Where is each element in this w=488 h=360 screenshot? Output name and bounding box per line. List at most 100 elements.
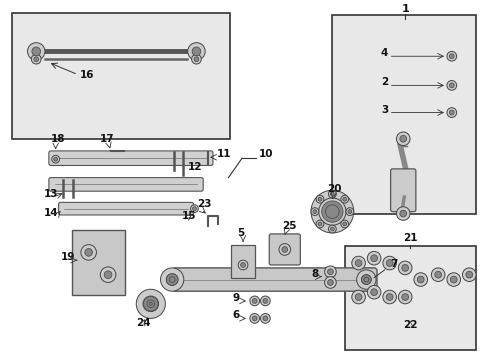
Text: 18: 18 bbox=[51, 134, 65, 144]
Circle shape bbox=[315, 220, 323, 228]
Circle shape bbox=[330, 227, 334, 231]
Circle shape bbox=[361, 275, 370, 284]
Text: 19: 19 bbox=[61, 252, 75, 262]
Text: 7: 7 bbox=[390, 259, 397, 269]
Circle shape bbox=[354, 260, 361, 266]
Circle shape bbox=[52, 155, 60, 163]
Circle shape bbox=[34, 57, 39, 62]
Circle shape bbox=[382, 290, 396, 304]
Circle shape bbox=[399, 135, 406, 142]
Circle shape bbox=[398, 290, 411, 304]
Bar bbox=[344, 246, 475, 350]
Circle shape bbox=[366, 251, 380, 265]
Circle shape bbox=[446, 273, 460, 286]
Circle shape bbox=[169, 276, 175, 283]
Circle shape bbox=[310, 190, 353, 233]
Circle shape bbox=[147, 301, 153, 307]
Circle shape bbox=[386, 294, 392, 301]
Circle shape bbox=[54, 157, 58, 161]
Circle shape bbox=[325, 205, 339, 219]
Text: 24: 24 bbox=[136, 318, 151, 328]
Circle shape bbox=[252, 298, 257, 303]
FancyBboxPatch shape bbox=[49, 177, 203, 191]
Circle shape bbox=[104, 271, 112, 279]
Circle shape bbox=[356, 270, 375, 289]
Circle shape bbox=[146, 300, 154, 308]
Circle shape bbox=[430, 268, 444, 282]
Circle shape bbox=[347, 210, 351, 213]
Circle shape bbox=[386, 260, 392, 266]
Circle shape bbox=[396, 207, 409, 220]
Circle shape bbox=[328, 225, 336, 233]
Circle shape bbox=[318, 198, 345, 225]
Circle shape bbox=[100, 267, 116, 283]
Circle shape bbox=[321, 201, 343, 222]
Circle shape bbox=[340, 220, 348, 228]
Circle shape bbox=[342, 197, 346, 201]
Circle shape bbox=[192, 47, 201, 56]
Circle shape bbox=[401, 265, 408, 271]
Circle shape bbox=[187, 42, 205, 60]
Circle shape bbox=[149, 302, 152, 305]
Circle shape bbox=[240, 262, 245, 267]
Circle shape bbox=[401, 294, 408, 301]
Circle shape bbox=[354, 294, 361, 301]
Circle shape bbox=[448, 83, 453, 88]
Circle shape bbox=[351, 256, 365, 270]
Text: 25: 25 bbox=[281, 221, 296, 231]
FancyBboxPatch shape bbox=[390, 169, 415, 212]
Circle shape bbox=[84, 248, 92, 256]
Circle shape bbox=[136, 289, 165, 318]
Circle shape bbox=[81, 244, 96, 260]
Circle shape bbox=[396, 132, 409, 145]
Circle shape bbox=[370, 289, 377, 296]
Circle shape bbox=[448, 110, 453, 115]
Text: 23: 23 bbox=[197, 199, 211, 209]
Bar bbox=[332, 15, 475, 215]
Text: 22: 22 bbox=[402, 320, 416, 330]
Circle shape bbox=[345, 208, 353, 216]
Circle shape bbox=[446, 108, 456, 117]
Circle shape bbox=[252, 316, 257, 321]
Text: 13: 13 bbox=[44, 189, 59, 199]
Circle shape bbox=[449, 276, 456, 283]
Text: 4: 4 bbox=[380, 48, 387, 58]
Text: 11: 11 bbox=[216, 149, 231, 159]
Circle shape bbox=[446, 81, 456, 90]
Circle shape bbox=[31, 54, 41, 64]
Circle shape bbox=[281, 247, 287, 252]
Circle shape bbox=[166, 274, 178, 285]
FancyBboxPatch shape bbox=[172, 268, 376, 291]
Circle shape bbox=[413, 273, 427, 286]
Circle shape bbox=[462, 268, 475, 282]
Circle shape bbox=[260, 314, 270, 323]
Text: 8: 8 bbox=[310, 269, 318, 279]
Text: 21: 21 bbox=[402, 233, 416, 243]
Circle shape bbox=[191, 54, 201, 64]
Circle shape bbox=[416, 276, 423, 283]
Circle shape bbox=[317, 222, 321, 226]
Text: 1: 1 bbox=[401, 4, 408, 14]
Circle shape bbox=[351, 290, 365, 304]
Circle shape bbox=[399, 210, 406, 217]
Circle shape bbox=[317, 197, 321, 201]
Text: 20: 20 bbox=[327, 184, 341, 194]
FancyBboxPatch shape bbox=[49, 151, 212, 166]
Circle shape bbox=[263, 316, 267, 321]
Circle shape bbox=[238, 260, 247, 270]
Circle shape bbox=[143, 296, 158, 312]
Circle shape bbox=[310, 208, 318, 216]
Circle shape bbox=[366, 285, 380, 299]
Text: 5: 5 bbox=[237, 228, 244, 238]
FancyBboxPatch shape bbox=[72, 230, 124, 295]
Text: 14: 14 bbox=[44, 208, 59, 219]
Circle shape bbox=[361, 275, 370, 284]
Text: 12: 12 bbox=[187, 162, 202, 172]
Circle shape bbox=[330, 192, 334, 196]
Circle shape bbox=[260, 296, 270, 306]
Circle shape bbox=[315, 195, 323, 203]
Text: 17: 17 bbox=[99, 134, 114, 144]
Text: 10: 10 bbox=[258, 149, 272, 159]
Circle shape bbox=[32, 47, 41, 56]
Circle shape bbox=[328, 190, 336, 198]
